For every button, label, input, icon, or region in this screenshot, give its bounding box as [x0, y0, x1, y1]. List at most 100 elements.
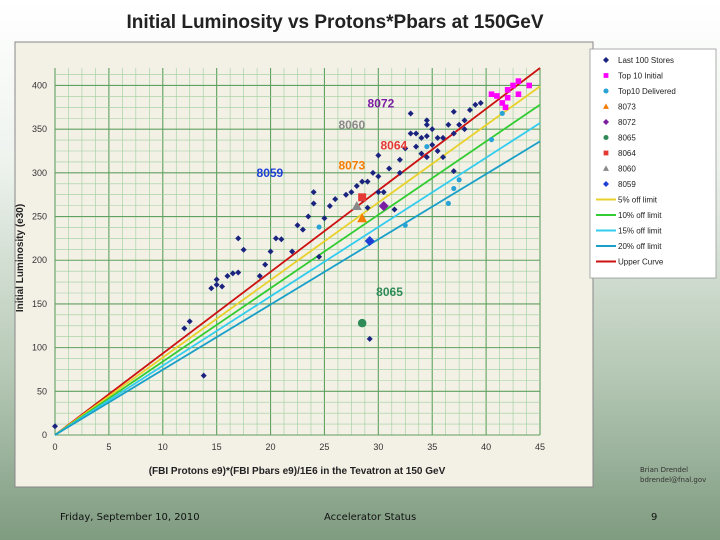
y-tick-label: 50 — [37, 386, 47, 396]
data-point — [213, 276, 220, 283]
data-point — [52, 423, 58, 430]
data-point — [343, 191, 349, 198]
data-point — [413, 143, 420, 150]
data-point — [375, 189, 382, 196]
data-point — [440, 134, 446, 141]
data-point — [364, 204, 371, 211]
fit-line — [54, 140, 541, 436]
x-tick-label: 30 — [373, 442, 383, 452]
x-tick-label: 15 — [212, 442, 222, 452]
legend-label: 8060 — [618, 165, 636, 174]
data-point — [515, 91, 522, 98]
y-tick-label: 300 — [32, 168, 47, 178]
data-point — [181, 325, 188, 332]
data-point — [461, 117, 468, 124]
legend-marker — [603, 181, 609, 187]
legend-label: 10% off limit — [618, 211, 662, 220]
data-point — [456, 177, 462, 183]
fit-line — [54, 85, 541, 436]
data-point — [396, 169, 403, 176]
data-point — [375, 152, 382, 159]
data-point — [413, 130, 420, 137]
data-point — [235, 235, 242, 242]
data-point — [353, 182, 360, 189]
data-point — [502, 104, 509, 111]
x-tick-label: 35 — [427, 442, 437, 452]
chart-title: Initial Luminosity vs Protons*Pbars at 1… — [126, 12, 543, 33]
data-point — [262, 261, 269, 268]
data-point — [200, 372, 207, 379]
data-point — [423, 117, 430, 124]
y-tick-label: 250 — [32, 212, 47, 222]
x-tick-label: 45 — [535, 442, 545, 452]
credit-email: bdrendel@fnal.gov — [640, 476, 707, 484]
annotation-label: 8073 — [338, 158, 365, 172]
data-point — [186, 318, 193, 325]
data-point — [358, 193, 367, 202]
data-point — [364, 178, 371, 185]
data-point — [488, 137, 495, 143]
x-tick-label: 20 — [266, 442, 276, 452]
data-point — [466, 106, 473, 113]
data-point — [235, 269, 242, 276]
legend-label: 8064 — [618, 149, 636, 158]
y-tick-label: 150 — [32, 299, 47, 309]
data-point — [364, 236, 375, 247]
legend-label: 8072 — [618, 118, 636, 127]
legend-label: 15% off limit — [618, 227, 662, 236]
data-point — [429, 126, 436, 133]
data-point — [402, 145, 409, 152]
legend-label: 20% off limit — [618, 242, 662, 251]
data-point — [515, 78, 522, 84]
data-point — [499, 110, 505, 116]
data-point — [477, 99, 484, 106]
data-point — [305, 213, 312, 220]
y-tick-label: 100 — [32, 343, 47, 353]
y-tick-label: 200 — [32, 255, 47, 265]
data-point — [391, 206, 398, 213]
legend-marker — [603, 134, 609, 141]
legend-label: Last 100 Stores — [618, 56, 674, 65]
legend-label: Top 10 Initial — [618, 72, 663, 81]
data-point — [348, 189, 355, 196]
x-tick-label: 10 — [158, 442, 168, 452]
fit-line — [54, 103, 541, 436]
legend-marker — [603, 103, 609, 109]
data-point — [316, 224, 322, 230]
y-tick-label: 350 — [32, 124, 47, 134]
data-point — [504, 94, 511, 101]
data-point — [451, 186, 457, 192]
data-point — [499, 100, 506, 106]
data-point — [299, 226, 306, 233]
data-point — [316, 253, 323, 260]
annotation-label: 8059 — [257, 166, 284, 180]
data-point — [418, 134, 425, 141]
data-point — [510, 82, 516, 89]
data-point — [310, 189, 317, 196]
data-point — [440, 154, 446, 161]
axis-ticks: 0 5 10 15 20 25 30 35 40 45 0 50 100 150 200 250 300 350 4… — [32, 80, 545, 452]
data-point — [423, 121, 430, 128]
data-point — [386, 165, 393, 172]
x-tick-label: 25 — [319, 442, 329, 452]
annotation-label: 8064 — [380, 138, 407, 152]
data-point — [407, 130, 414, 137]
legend-label: 8059 — [618, 180, 636, 189]
data-point — [229, 270, 236, 277]
data-point — [321, 215, 328, 222]
data-point — [369, 169, 376, 176]
data-point — [208, 285, 215, 292]
x-axis-label: (FBI Protons e9)*(FBI Pbars e9)/1E6 in t… — [149, 466, 446, 477]
legend-label: 8065 — [618, 134, 636, 143]
data-point — [472, 101, 479, 108]
credit-name: Brian Drendel — [640, 466, 689, 474]
data-point — [402, 222, 408, 228]
legend: Last 100 Stores Top 10 Initial Top10 Deliv… — [589, 48, 717, 279]
data-point — [461, 126, 468, 133]
data-point — [494, 93, 500, 99]
data-point — [366, 335, 373, 342]
legend-label: Top10 Delivered — [618, 87, 676, 96]
data-point — [289, 248, 296, 255]
